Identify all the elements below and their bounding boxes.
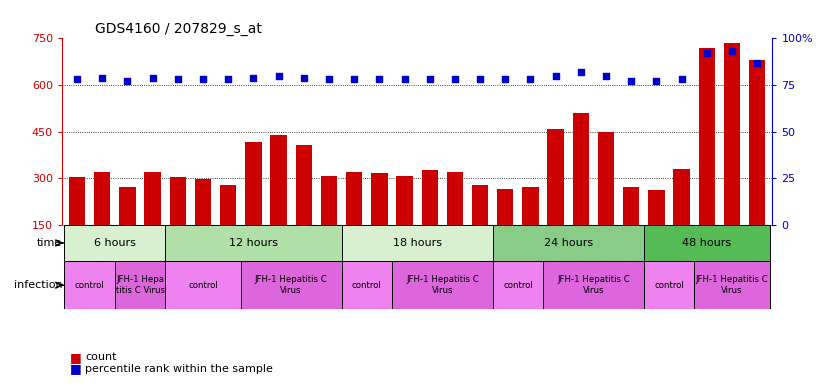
Text: JFH-1 Hepatitis C
Virus: JFH-1 Hepatitis C Virus (695, 275, 768, 295)
Point (700, 50, 714, 56)
Point (121, 78, 134, 84)
Point (221, 76, 235, 83)
Bar (320, 175, 337, 271)
Bar (392, 261, 492, 309)
Bar (270, 135, 287, 271)
Point (751, 60, 764, 66)
Bar (598, 132, 615, 271)
Text: control: control (75, 281, 105, 290)
Point (373, 76, 386, 83)
Point (449, 76, 462, 83)
Bar (724, 43, 740, 271)
Point (247, 74, 260, 81)
Point (171, 76, 184, 83)
Text: GDS4160 / 207829_s_at: GDS4160 / 207829_s_at (95, 23, 262, 36)
Bar (371, 174, 387, 271)
Text: JFH-1 Hepa
titis C Virus: JFH-1 Hepa titis C Virus (116, 275, 164, 295)
Text: 12 hours: 12 hours (229, 238, 278, 248)
Bar (69, 177, 85, 271)
Point (348, 76, 361, 83)
Bar (497, 189, 514, 271)
Bar (548, 129, 564, 271)
Bar (694, 261, 770, 309)
Point (675, 76, 688, 83)
Point (297, 74, 311, 81)
Text: control: control (188, 281, 218, 290)
Bar (165, 261, 241, 309)
Bar (245, 142, 262, 271)
Point (725, 48, 738, 55)
Point (146, 74, 159, 81)
Bar (119, 187, 135, 271)
Text: control: control (503, 281, 533, 290)
Text: ■: ■ (70, 362, 82, 375)
Bar (195, 179, 211, 271)
Bar (241, 261, 342, 309)
Text: infection: infection (14, 280, 63, 290)
Bar (165, 225, 342, 261)
Point (423, 76, 436, 83)
Bar (749, 60, 766, 271)
Bar (492, 261, 543, 309)
Bar (64, 225, 165, 261)
Bar (472, 185, 488, 271)
Point (70, 76, 83, 83)
Bar (346, 172, 363, 271)
Point (524, 76, 537, 83)
Point (624, 78, 638, 84)
Bar (673, 169, 690, 271)
Text: 18 hours: 18 hours (392, 238, 442, 248)
Text: 48 hours: 48 hours (682, 238, 731, 248)
Bar (447, 172, 463, 271)
Point (574, 69, 587, 75)
Point (272, 73, 285, 79)
Text: 6 hours: 6 hours (94, 238, 135, 248)
Bar (94, 172, 111, 271)
Text: control: control (352, 281, 382, 290)
Bar (543, 261, 643, 309)
Point (197, 76, 210, 83)
Text: control: control (654, 281, 684, 290)
Text: time: time (37, 238, 63, 248)
Bar (421, 170, 438, 271)
Bar (169, 177, 186, 271)
Bar (643, 225, 770, 261)
Bar (396, 175, 413, 271)
Text: ■: ■ (70, 351, 82, 364)
Text: count: count (85, 352, 116, 362)
Text: JFH-1 Hepatitis C
Virus: JFH-1 Hepatitis C Virus (406, 275, 479, 295)
Bar (342, 225, 492, 261)
Bar (623, 187, 639, 271)
Bar (342, 261, 392, 309)
Text: JFH-1 Hepatitis C
Virus: JFH-1 Hepatitis C Virus (557, 275, 630, 295)
Bar (699, 48, 715, 271)
Bar (643, 261, 694, 309)
Text: 24 hours: 24 hours (544, 238, 593, 248)
Bar (296, 144, 312, 271)
Bar (220, 185, 236, 271)
Bar (572, 113, 589, 271)
Text: percentile rank within the sample: percentile rank within the sample (85, 364, 273, 374)
Point (499, 76, 512, 83)
Bar (522, 187, 539, 271)
Bar (64, 261, 115, 309)
Point (322, 76, 335, 83)
Point (600, 73, 613, 79)
Point (549, 73, 563, 79)
Bar (115, 261, 165, 309)
Point (473, 76, 487, 83)
Bar (492, 225, 643, 261)
Point (650, 78, 663, 84)
Bar (648, 190, 665, 271)
Bar (145, 172, 161, 271)
Point (398, 76, 411, 83)
Text: JFH-1 Hepatitis C
Virus: JFH-1 Hepatitis C Virus (254, 275, 328, 295)
Point (96, 74, 109, 81)
